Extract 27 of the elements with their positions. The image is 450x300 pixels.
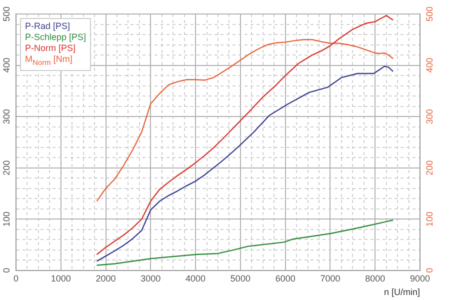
y2-tick-label: 100 bbox=[424, 212, 434, 227]
text: M$_{Norm}$ [Nm] bbox=[25, 54, 74, 68]
y-tick-label: 400 bbox=[1, 58, 12, 73]
y2-tick-label: 200 bbox=[424, 160, 434, 176]
y-tick-label: 100 bbox=[1, 212, 12, 227]
y2-tick-label: 500 bbox=[424, 6, 434, 22]
y2-tick-label: 0 bbox=[424, 268, 434, 273]
x-tick-label: 8000 bbox=[365, 273, 386, 284]
y2-tick-label: 400 bbox=[424, 58, 434, 73]
x-tick-label: 2000 bbox=[96, 273, 116, 284]
y-tick-label: 200 bbox=[1, 160, 12, 176]
y-tick-label: 300 bbox=[1, 109, 12, 124]
text: P-Norm [PS] bbox=[25, 43, 77, 54]
x-tick-label: 0 bbox=[13, 273, 19, 284]
y-tick-label: 500 bbox=[1, 6, 12, 22]
y2-tick-label: 300 bbox=[424, 109, 434, 124]
x-tick-label: 5000 bbox=[230, 273, 250, 284]
y-tick-label: 0 bbox=[1, 268, 12, 273]
x-tick-label: 6000 bbox=[275, 273, 296, 284]
x-tick-label: 3000 bbox=[140, 273, 161, 284]
text: P-Rad [PS] bbox=[25, 21, 72, 32]
x-tick-label: 4000 bbox=[186, 273, 206, 284]
x-tick-label: 1000 bbox=[50, 273, 71, 284]
x-tick-label: 9000 bbox=[410, 273, 430, 284]
x-tick-label: 7000 bbox=[320, 273, 340, 284]
text: P-Schlepp [PS] bbox=[25, 32, 86, 43]
x-axis-title: n [U/min] bbox=[384, 287, 420, 298]
